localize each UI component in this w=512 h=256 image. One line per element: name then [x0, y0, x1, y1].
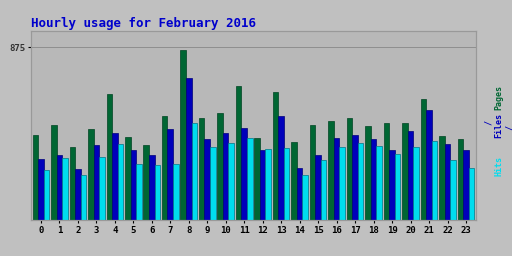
Bar [162, 115, 167, 220]
Bar [75, 169, 80, 220]
Bar [328, 121, 334, 220]
Bar [236, 86, 242, 220]
Bar [191, 123, 197, 220]
Bar [279, 115, 284, 220]
Bar [136, 164, 142, 220]
Bar [199, 118, 204, 220]
Bar [80, 175, 86, 220]
Bar [439, 136, 445, 220]
Bar [352, 135, 358, 220]
Bar [450, 160, 456, 220]
Bar [106, 94, 112, 220]
Bar [421, 99, 426, 220]
Bar [321, 160, 327, 220]
Bar [99, 157, 104, 220]
Bar [395, 154, 400, 220]
Bar [223, 133, 228, 220]
Bar [284, 148, 289, 220]
Bar [426, 110, 432, 220]
Bar [70, 147, 75, 220]
Bar [218, 113, 223, 220]
Bar [186, 78, 191, 220]
Bar [33, 135, 38, 220]
Bar [143, 145, 149, 220]
Bar [167, 129, 173, 220]
Bar [242, 129, 247, 220]
Bar [310, 125, 315, 220]
Bar [247, 138, 252, 220]
Bar [384, 123, 389, 220]
Text: /
Files
/: / Files / [484, 113, 512, 138]
Bar [297, 168, 303, 220]
Bar [445, 144, 450, 220]
Bar [228, 143, 234, 220]
Bar [57, 155, 62, 220]
Bar [469, 168, 474, 220]
Bar [347, 118, 352, 220]
Bar [38, 159, 44, 220]
Text: Hits: Hits [495, 156, 504, 176]
Bar [376, 146, 382, 220]
Bar [463, 150, 469, 220]
Bar [118, 144, 123, 220]
Bar [339, 147, 345, 220]
Bar [291, 142, 297, 220]
Bar [432, 141, 437, 220]
Bar [303, 175, 308, 220]
Bar [131, 150, 136, 220]
Bar [365, 126, 371, 220]
Bar [265, 149, 271, 220]
Bar [389, 150, 395, 220]
Bar [315, 155, 321, 220]
Bar [173, 164, 179, 220]
Bar [334, 138, 339, 220]
Bar [51, 125, 57, 220]
Bar [358, 143, 364, 220]
Bar [94, 145, 99, 220]
Bar [273, 92, 279, 220]
Bar [204, 139, 210, 220]
Bar [155, 165, 160, 220]
Bar [180, 50, 186, 220]
Bar [254, 138, 260, 220]
Bar [125, 137, 131, 220]
Bar [149, 155, 155, 220]
Text: Pages: Pages [495, 85, 504, 110]
Text: Hourly usage for February 2016: Hourly usage for February 2016 [31, 17, 255, 29]
Bar [413, 147, 419, 220]
Bar [371, 139, 376, 220]
Bar [112, 133, 118, 220]
Bar [62, 158, 68, 220]
Bar [408, 131, 413, 220]
Bar [210, 147, 216, 220]
Bar [260, 150, 265, 220]
Bar [44, 170, 49, 220]
Bar [402, 123, 408, 220]
Bar [458, 139, 463, 220]
Bar [88, 129, 94, 220]
